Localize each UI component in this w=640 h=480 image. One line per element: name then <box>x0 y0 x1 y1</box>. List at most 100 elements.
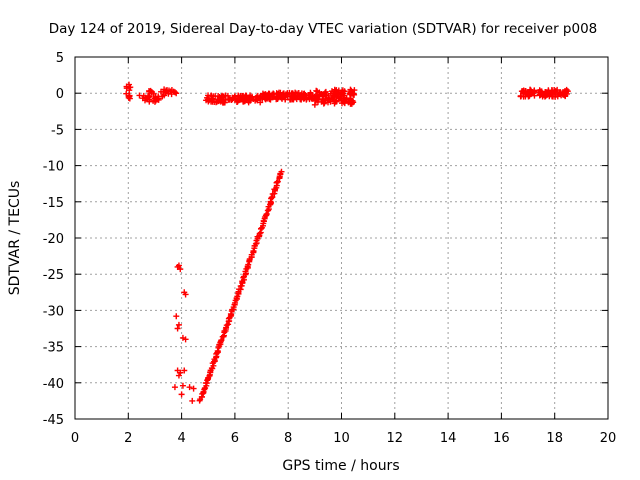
data-point <box>313 96 320 103</box>
data-point <box>171 384 178 391</box>
data-point <box>123 85 130 92</box>
data-point <box>562 93 569 100</box>
data-point <box>305 92 312 99</box>
data-point <box>218 337 225 344</box>
data-point <box>341 88 348 95</box>
data-point <box>147 87 154 94</box>
data-point <box>314 88 321 95</box>
data-point <box>232 95 239 102</box>
data-point <box>190 385 197 392</box>
data-point <box>186 384 193 391</box>
x-tick-label: 0 <box>71 431 79 446</box>
data-point <box>175 262 182 269</box>
data-point <box>123 90 130 97</box>
data-point <box>322 88 329 95</box>
data-point <box>562 89 569 96</box>
data-point <box>175 372 182 379</box>
data-point <box>178 391 185 398</box>
data-point <box>247 97 254 104</box>
x-tick-label: 8 <box>284 431 292 446</box>
data-point <box>542 88 549 95</box>
axis-ticks <box>74 56 609 420</box>
data-point <box>258 93 265 100</box>
data-point <box>288 93 295 100</box>
x-tick-label: 10 <box>333 431 350 446</box>
data-point <box>239 96 246 103</box>
data-point <box>165 90 172 97</box>
data-point <box>526 91 533 98</box>
data-point <box>242 93 249 100</box>
x-tick-label: 6 <box>231 431 239 446</box>
data-point <box>282 93 289 100</box>
y-axis-label: SDTVAR / TECUs <box>7 181 23 296</box>
data-point <box>522 93 529 100</box>
data-point <box>205 98 212 105</box>
data-point <box>173 90 180 97</box>
data-point <box>174 325 181 332</box>
y-tick-labels: 5 0 -5 -10 -15 -20 -25 -30 -35 -40 -45 <box>43 51 64 428</box>
x-tick-label: 20 <box>600 431 617 446</box>
data-point <box>145 96 152 103</box>
data-point <box>275 94 282 101</box>
data-point <box>150 90 157 97</box>
data-point <box>298 96 305 103</box>
data-point <box>208 92 215 99</box>
data-point <box>214 347 221 354</box>
y-tick-label: -20 <box>43 232 64 247</box>
data-point <box>548 93 555 100</box>
data-point <box>301 90 308 97</box>
data-point <box>519 89 526 96</box>
x-tick-label: 4 <box>177 431 185 446</box>
x-tick-label: 18 <box>546 431 563 446</box>
data-point <box>175 321 182 328</box>
x-tick-label: 2 <box>124 431 132 446</box>
data-point <box>256 230 263 237</box>
data-point <box>206 97 213 104</box>
data-point <box>320 100 327 107</box>
data-point <box>146 92 153 99</box>
data-point <box>264 91 271 98</box>
x-tick-labels: 0 2 4 6 8 10 12 14 16 18 20 <box>71 431 616 446</box>
y-tick-label: -10 <box>43 160 64 175</box>
y-tick-label: -5 <box>51 123 64 138</box>
data-point <box>182 291 189 298</box>
data-point <box>346 90 353 97</box>
data-point <box>333 98 340 105</box>
data-point <box>161 92 168 99</box>
data-point <box>182 336 189 343</box>
data-point <box>173 313 180 320</box>
data-point <box>274 178 281 185</box>
data-point <box>179 382 186 389</box>
data-point <box>253 96 260 103</box>
data-point <box>250 247 257 254</box>
data-point <box>323 92 330 99</box>
y-tick-label: -25 <box>43 268 64 283</box>
data-point <box>155 93 162 100</box>
y-tick-label: 0 <box>56 87 64 102</box>
data-point <box>334 90 341 97</box>
data-points <box>123 81 571 404</box>
data-point <box>216 93 223 100</box>
data-point <box>293 90 300 97</box>
data-point <box>181 367 188 374</box>
x-tick-label: 16 <box>493 431 510 446</box>
x-axis-label: GPS time / hours <box>282 458 399 474</box>
data-point <box>278 168 285 175</box>
data-point <box>288 96 295 103</box>
y-tick-label: -35 <box>43 341 64 356</box>
data-point <box>324 97 331 104</box>
data-point <box>263 210 270 217</box>
data-point <box>220 99 227 106</box>
y-tick-label: -45 <box>43 413 64 428</box>
data-point <box>318 91 325 98</box>
data-point <box>227 310 234 317</box>
y-tick-label: 5 <box>56 51 64 66</box>
data-point <box>556 90 563 97</box>
data-point <box>343 95 350 102</box>
y-tick-label: -15 <box>43 196 64 211</box>
data-point <box>345 98 352 105</box>
data-point <box>177 266 184 273</box>
data-point <box>330 92 337 99</box>
data-point <box>273 90 280 97</box>
